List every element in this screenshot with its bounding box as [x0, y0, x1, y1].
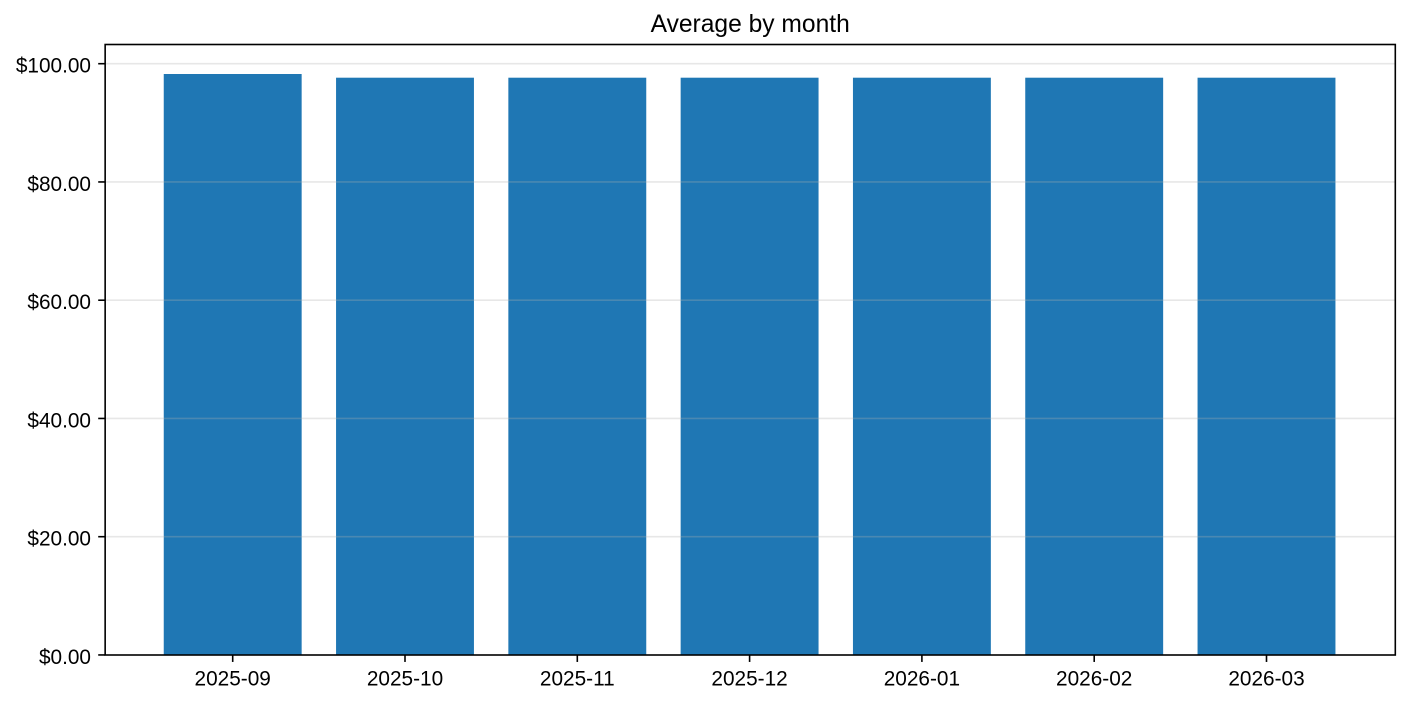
svg-text:2026-01: 2026-01	[884, 667, 960, 690]
svg-text:2025-12: 2025-12	[711, 667, 787, 690]
svg-text:2025-10: 2025-10	[367, 667, 443, 690]
svg-text:$80.00: $80.00	[27, 173, 91, 196]
svg-text:2025-09: 2025-09	[195, 667, 271, 690]
svg-text:$20.00: $20.00	[27, 528, 91, 551]
svg-text:2025-11: 2025-11	[540, 667, 615, 690]
svg-text:2026-03: 2026-03	[1228, 667, 1304, 690]
svg-text:$40.00: $40.00	[27, 409, 91, 432]
svg-text:$100.00: $100.00	[16, 55, 91, 78]
svg-text:$60.00: $60.00	[27, 291, 91, 314]
svg-text:$0.00: $0.00	[39, 646, 91, 669]
svg-text:2026-02: 2026-02	[1056, 667, 1132, 690]
svg-text:Average by month: Average by month	[651, 11, 850, 38]
